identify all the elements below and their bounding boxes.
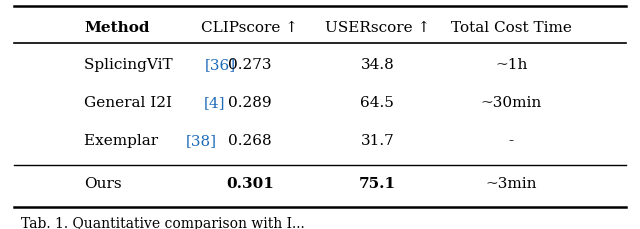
Text: 75.1: 75.1 [359,176,396,190]
Text: [38]: [38] [186,133,217,147]
Text: [36]: [36] [204,58,236,72]
Text: 31.7: 31.7 [360,133,394,147]
Text: 34.8: 34.8 [360,58,394,72]
Text: 0.268: 0.268 [228,133,272,147]
Text: ~3min: ~3min [485,176,537,190]
Text: 64.5: 64.5 [360,96,394,109]
Text: [4]: [4] [204,96,225,109]
Text: General I2I: General I2I [84,96,177,109]
Text: ~30min: ~30min [481,96,542,109]
Text: 0.289: 0.289 [228,96,272,109]
Text: 0.273: 0.273 [228,58,271,72]
Text: Total Cost Time: Total Cost Time [451,21,572,34]
Text: SplicingViT: SplicingViT [84,58,178,72]
Text: Method: Method [84,21,150,34]
Text: Exemplar: Exemplar [84,133,163,147]
Text: 0.301: 0.301 [226,176,274,190]
Text: -: - [509,133,514,147]
Text: CLIPscore ↑: CLIPscore ↑ [202,21,298,34]
Text: Tab. 1. Quantitative comparison with I...: Tab. 1. Quantitative comparison with I..… [20,216,304,229]
Text: ~1h: ~1h [495,58,527,72]
Text: USERscore ↑: USERscore ↑ [324,21,430,34]
Text: Ours: Ours [84,176,122,190]
